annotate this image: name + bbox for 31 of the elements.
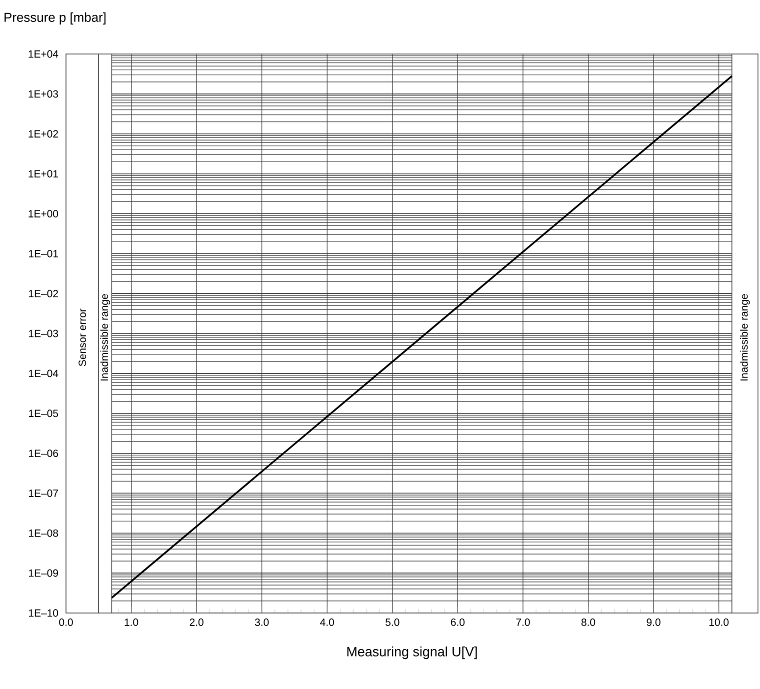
y-tick-label: 1E+00 (28, 210, 58, 218)
y-tick-label: 1E–09 (29, 569, 58, 577)
band-label: Inadmissible range (100, 294, 110, 380)
y-tick-label: 1E–03 (29, 330, 58, 338)
x-tick-label: 1.0 (124, 618, 138, 626)
y-tick-label: 1E–08 (29, 529, 58, 537)
x-tick-label: 5.0 (386, 618, 400, 626)
x-tick-label: 4.0 (320, 618, 334, 626)
x-tick-label: 9.0 (646, 618, 660, 626)
band-label: Sensor error (78, 308, 86, 366)
x-tick-label: 8.0 (581, 618, 596, 626)
y-tick-label: 1E–05 (29, 410, 58, 418)
x-tick-label: 7.0 (516, 618, 530, 626)
y-tick-label: 1E–10 (29, 609, 58, 617)
x-tick-label: 6.0 (450, 618, 465, 626)
y-tick-label: 1E+02 (28, 130, 58, 138)
y-tick-label: 1E–01 (29, 250, 58, 258)
y-tick-label: 1E+01 (28, 170, 58, 178)
x-tick-label: 0.0 (59, 618, 73, 626)
x-tick-label: 10.0 (709, 618, 729, 626)
y-tick-label: 1E–06 (29, 450, 58, 457)
x-tick-label: 3.0 (254, 618, 269, 626)
band-label: Inadmissible range (740, 294, 750, 380)
y-tick-label: 1E–02 (29, 290, 58, 298)
x-tick-label: 2.0 (190, 618, 204, 626)
y-tick-label: 1E+03 (28, 90, 58, 98)
y-axis-title: Pressure p [mbar] (4, 12, 106, 24)
y-tick-label: 1E–07 (29, 490, 58, 497)
y-tick-label: 1E–04 (29, 370, 58, 378)
y-tick-label: 1E+04 (28, 50, 58, 58)
x-axis-title: Measuring signal U[V] (347, 646, 477, 660)
